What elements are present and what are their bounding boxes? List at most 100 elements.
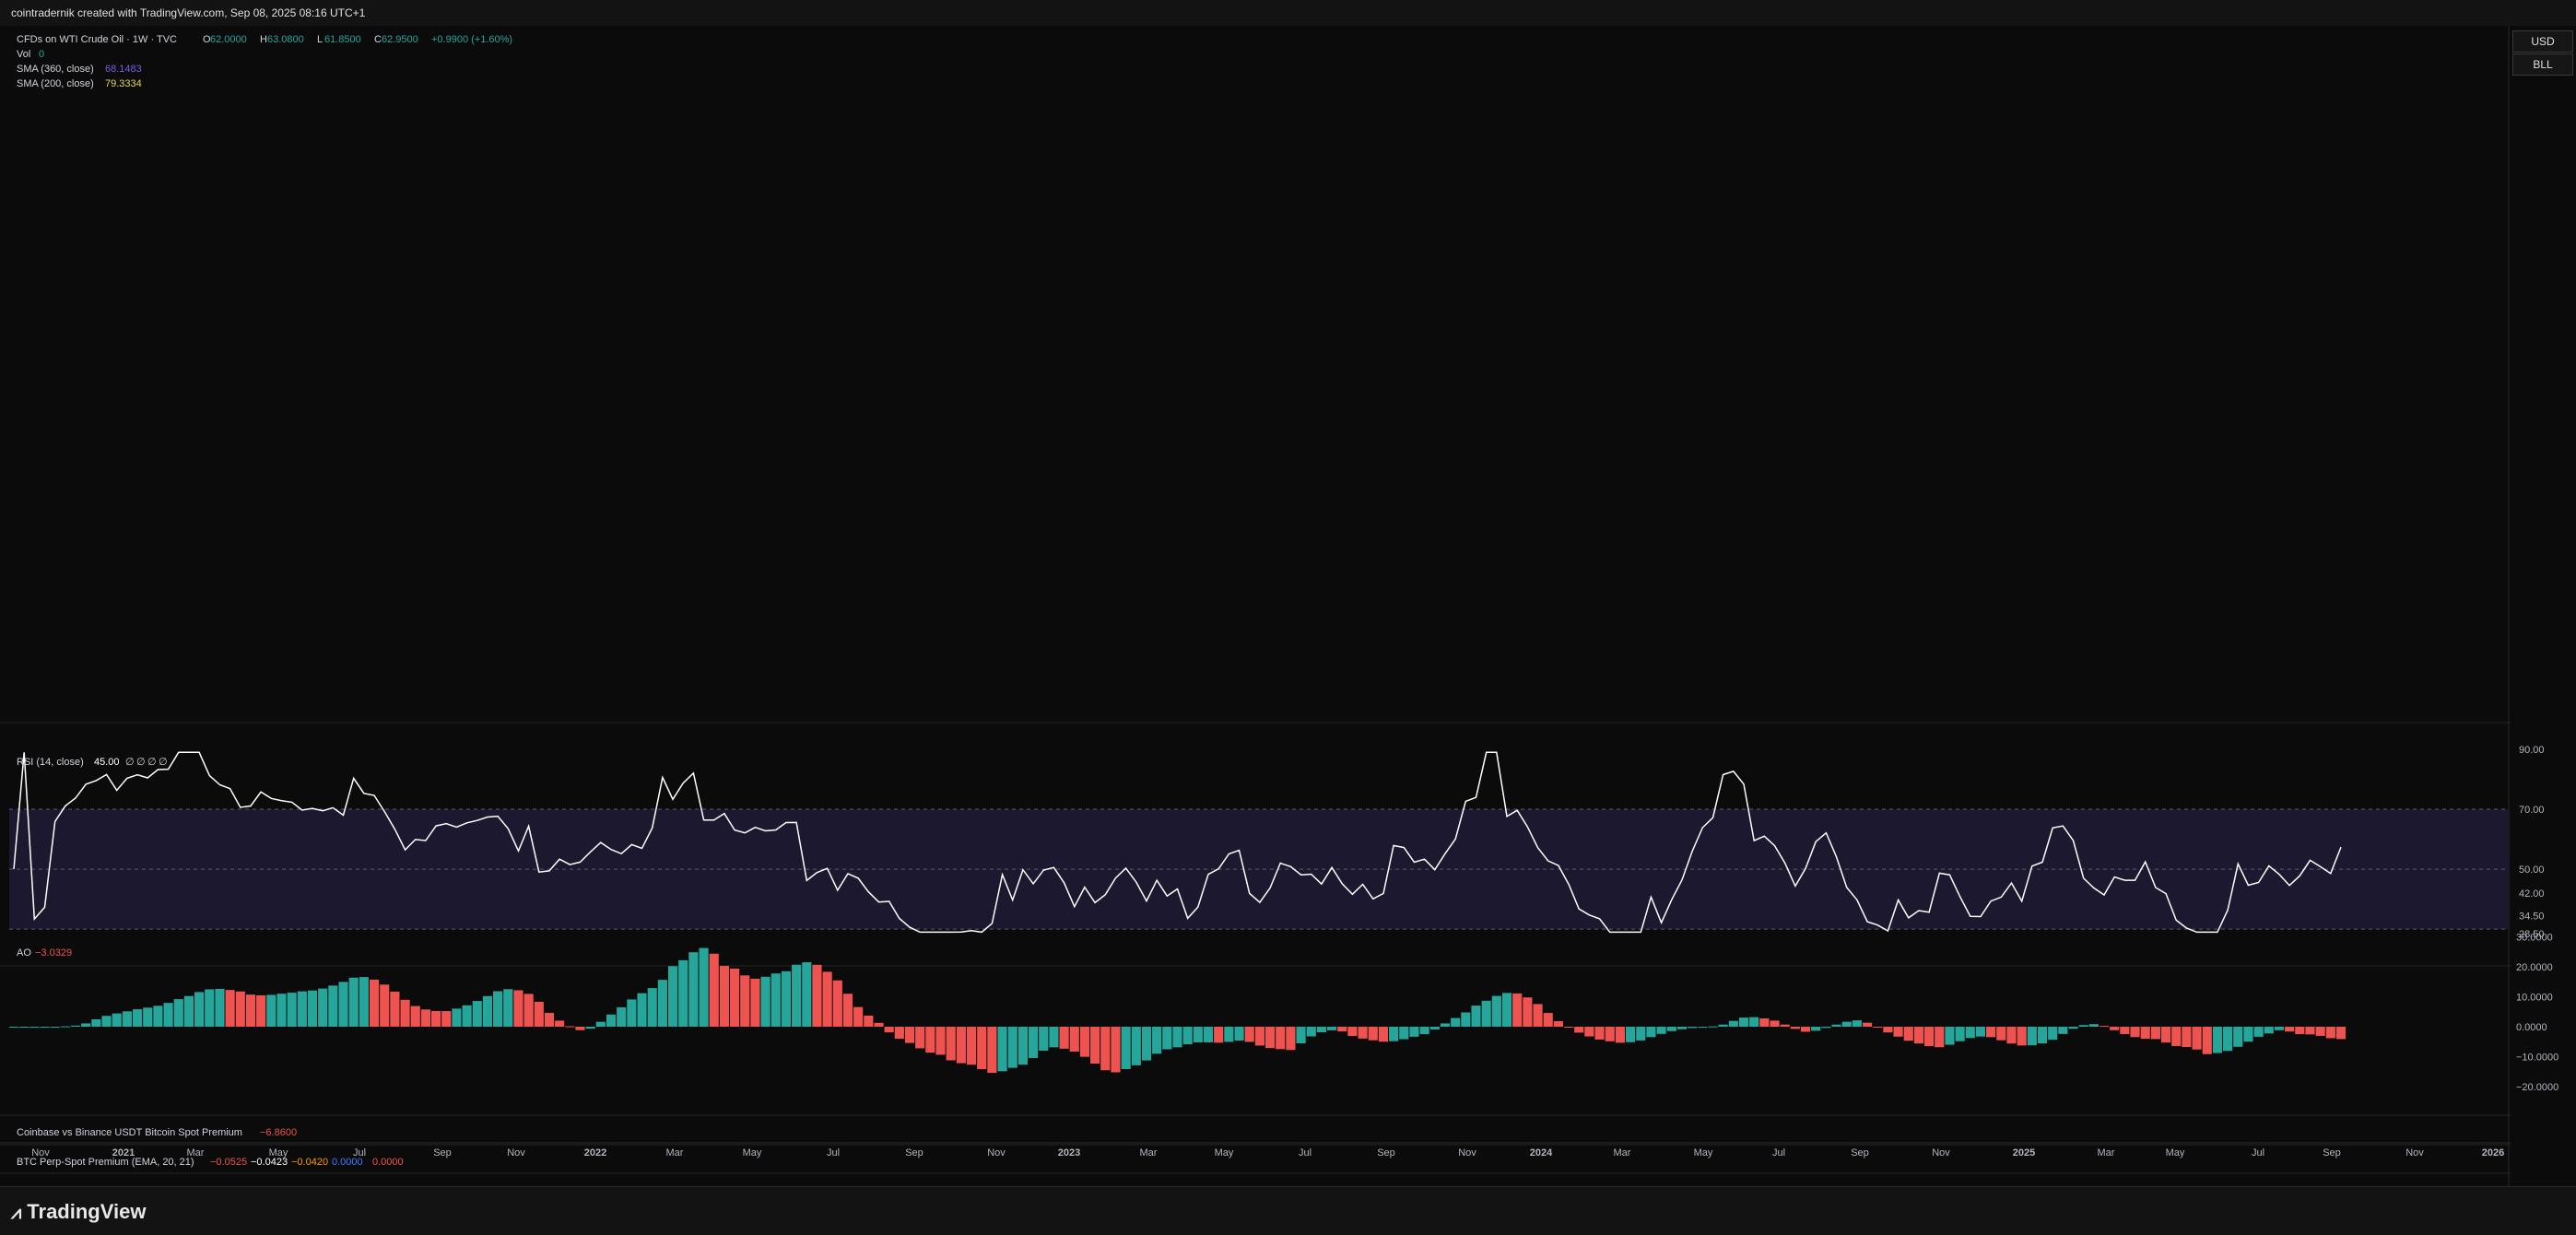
ao-bar [1811,1027,1821,1031]
ao-bar [256,994,266,1027]
ao-bar [1316,1027,1327,1033]
ao-bar [1533,1004,1543,1027]
ao-bar [925,1027,935,1053]
time-tick: Mar [1140,1147,1158,1159]
ao-bar [1059,1027,1069,1049]
ao-bar [1759,1018,1770,1027]
ao-bar [1111,1027,1121,1073]
ao-bar [1286,1027,1296,1051]
rsi-line [13,751,2342,934]
ao-bar [884,1027,894,1033]
ao-bar [1090,1027,1100,1064]
ao-bar [2027,1027,2037,1046]
ao-bar [1893,1027,1903,1037]
ao-bar [245,994,256,1027]
chart-canvas[interactable]: 116.0000108.000054.500050.500047.500044.… [0,26,2576,1186]
ao-bar [1162,1027,1172,1050]
ao-bar [977,1027,987,1070]
unit-selector[interactable]: BLL [2512,53,2573,76]
ao-bar [1841,1021,1852,1027]
ao-bar [215,988,225,1027]
ao-bar [1636,1027,1646,1041]
ao-bar [1234,1027,1244,1041]
currency-selector[interactable]: USD [2512,30,2573,53]
sma360-value: 68.1483 [105,64,142,75]
ao-bar [1079,1027,1090,1057]
ao-bar [101,1016,112,1027]
ao-bar [2160,1027,2171,1043]
ao-bar [544,1013,555,1027]
ao-bar [1605,1027,1615,1041]
ao-bar [657,980,667,1027]
ao-bar [1481,1000,1491,1027]
ao-bar [2058,1027,2068,1034]
vol-value: 0 [39,49,44,60]
rsi-tick: 70.00 [2519,805,2545,816]
ao-bar [1254,1027,1264,1046]
rsi-tick: 42.00 [2519,888,2545,900]
ao-bar [792,964,802,1027]
ao-bar [452,1008,462,1027]
ao-bar [1358,1027,1368,1039]
perp-value: −0.0423 [251,1157,288,1168]
ao-bar [1276,1027,1286,1050]
tradingview-logo[interactable]: ⩘ TradingView [11,1200,146,1224]
ao-bar [2078,1025,2088,1027]
ao-bar [2295,1027,2305,1035]
ao-bar [1924,1027,1935,1047]
time-tick: 2026 [2482,1147,2504,1159]
ao-bar [143,1007,153,1027]
ao-bar [1790,1027,1800,1029]
ao-bar [2202,1027,2212,1054]
ao-bar [1296,1027,1306,1044]
ao-bar [266,994,276,1027]
time-tick: Nov [2405,1147,2424,1159]
ao-bar [1718,1024,1728,1027]
ao-bar [667,966,678,1027]
ao-bar [997,1027,1007,1072]
ao-bar [338,982,348,1027]
ao-bar [832,980,842,1027]
ao-bar [987,1027,997,1074]
time-tick: May [1215,1147,1234,1159]
ao-bar [1039,1027,1049,1052]
ao-tick: 10.0000 [2516,993,2553,1004]
ao-bar [1451,1017,1461,1027]
ao-bar [2243,1027,2253,1042]
ao-bar [503,989,513,1027]
time-tick: 2024 [1530,1147,1553,1159]
ao-bar [1543,1013,1553,1027]
rsi-tick: 90.00 [2519,745,2545,756]
ohlc-value: 63.0800 [267,34,304,45]
ao-bar [1429,1027,1440,1030]
ao-bar [81,1023,91,1027]
ao-bar [1749,1017,1759,1027]
ao-tick: 0.0000 [2516,1022,2547,1033]
header-title: cointradernik created with TradingView.c… [11,6,366,19]
ao-bar [1615,1027,1626,1043]
ao-bar [287,993,297,1027]
time-tick: Mar [666,1147,684,1159]
rsi-tick: 28.50 [2519,929,2545,940]
perp-label: BTC Perp-Spot Premium (EMA, 20, 21) [17,1157,194,1168]
ao-bar [153,1006,163,1027]
ao-bar [595,1021,606,1027]
ao-bar [1368,1027,1378,1041]
ao-bar [2110,1027,2120,1030]
time-tick: Nov [1932,1147,1950,1159]
ao-bar [1563,1027,1574,1028]
ao-bar [1017,1027,1028,1065]
ao-bar [2068,1027,2078,1029]
ao-bar [678,959,688,1027]
time-tick: Nov [987,1147,1006,1159]
ao-bar [1913,1027,1924,1044]
ao-bar [1883,1027,1893,1033]
ao-bar [122,1011,132,1027]
ao-bar [1512,993,1523,1027]
time-tick: Sep [905,1147,923,1159]
rsi-tick: 34.50 [2519,911,2545,922]
ao-bar [2253,1027,2264,1037]
time-tick: Jul [827,1147,840,1159]
ao-bar [1419,1027,1429,1035]
time-tick: Jul [1299,1147,1312,1159]
